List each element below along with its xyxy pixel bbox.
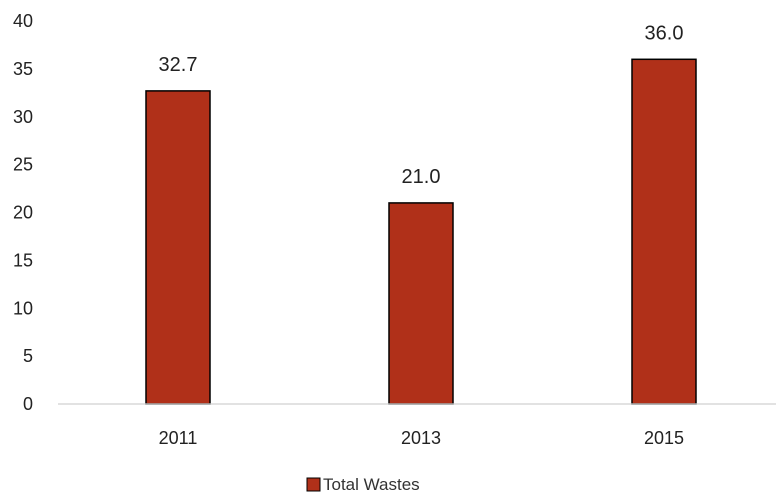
legend-label-total-wastes: Total Wastes xyxy=(323,475,420,494)
legend: Total Wastes xyxy=(306,475,420,494)
data-label-2011: 32.7 xyxy=(159,54,198,76)
y-tick-label-5: 5 xyxy=(23,346,33,366)
y-tick-label-15: 15 xyxy=(13,250,33,270)
x-axis: 2011 2013 2015 xyxy=(58,403,776,448)
y-tick-label-35: 35 xyxy=(13,59,33,79)
legend-swatch-total-wastes xyxy=(306,477,321,492)
data-label-2013: 21.0 xyxy=(402,166,441,188)
x-tick-label-2015: 2015 xyxy=(644,428,684,448)
x-tick-label-2013: 2013 xyxy=(401,428,441,448)
y-tick-label-30: 30 xyxy=(13,107,33,127)
bar-2011 xyxy=(145,90,211,405)
y-tick-label-20: 20 xyxy=(13,203,33,223)
y-tick-label-10: 10 xyxy=(13,298,33,318)
y-tick-label-40: 40 xyxy=(13,11,33,31)
y-tick-label-25: 25 xyxy=(13,155,33,175)
data-label-2015: 36.0 xyxy=(645,22,684,44)
x-tick-label-2011: 2011 xyxy=(159,428,198,448)
y-axis: 0 5 10 15 20 25 30 35 40 xyxy=(13,11,33,414)
bar-2013 xyxy=(388,202,454,405)
bar-2015 xyxy=(631,58,697,405)
data-labels: 32.7 21.0 36.0 xyxy=(159,22,684,188)
y-tick-label-0: 0 xyxy=(23,394,33,414)
bars xyxy=(145,58,697,405)
